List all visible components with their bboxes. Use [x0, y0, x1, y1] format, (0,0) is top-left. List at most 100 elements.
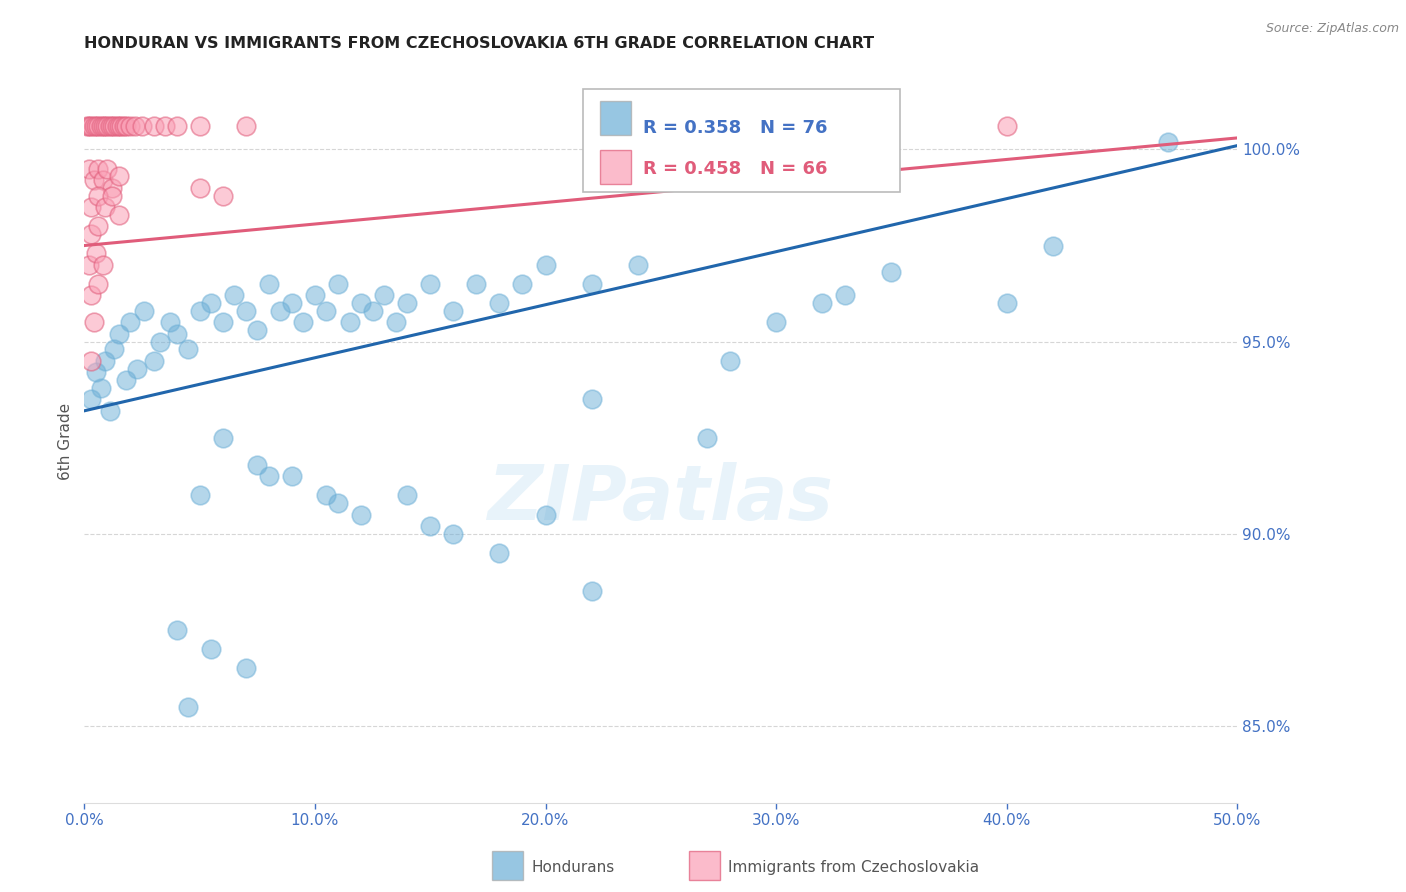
Point [200, 642, 222, 657]
Point [115, 373, 138, 387]
Point [108, 169, 131, 184]
Point [112, 120, 135, 134]
Point [94, 120, 117, 134]
Point [77, 120, 100, 134]
Text: R = 0.458   N = 66: R = 0.458 N = 66 [643, 161, 827, 178]
Point [257, 469, 280, 483]
Point [153, 120, 176, 134]
Point [108, 326, 131, 341]
Point [361, 304, 384, 318]
Text: Hondurans: Hondurans [531, 860, 614, 874]
Point [326, 277, 349, 291]
Point [134, 304, 156, 318]
Point [89, 381, 111, 395]
Y-axis label: 6th Grade: 6th Grade [58, 403, 73, 480]
Point [80, 227, 103, 241]
Point [350, 508, 373, 522]
Point [326, 496, 349, 510]
Point [339, 315, 361, 329]
Point [257, 277, 280, 291]
Point [384, 315, 406, 329]
Point [246, 323, 269, 337]
Point [581, 392, 603, 407]
Point [101, 188, 124, 202]
Point [488, 296, 510, 310]
Point [84, 365, 107, 379]
Point [87, 188, 110, 202]
Point [1157, 135, 1180, 149]
Point [235, 304, 257, 318]
Point [149, 334, 172, 349]
Point [105, 120, 128, 134]
Point [142, 120, 165, 134]
Point [84, 120, 107, 134]
Point [396, 296, 419, 310]
Point [131, 120, 153, 134]
Point [811, 296, 834, 310]
Point [87, 120, 110, 134]
Point [581, 584, 603, 599]
Point [103, 343, 125, 357]
Point [166, 120, 188, 134]
Point [315, 304, 337, 318]
Point [211, 431, 233, 445]
Point [200, 296, 222, 310]
Point [120, 120, 142, 134]
Point [534, 508, 557, 522]
Point [80, 200, 103, 214]
Point [465, 277, 488, 291]
Point [834, 288, 856, 302]
Point [80, 120, 103, 134]
Point [76, 120, 98, 134]
Point [396, 488, 419, 502]
Point [1042, 238, 1064, 252]
Point [627, 258, 650, 272]
Point [880, 265, 903, 279]
Point [419, 277, 441, 291]
Point [84, 246, 107, 260]
Point [142, 354, 165, 368]
Point [166, 326, 188, 341]
Point [80, 354, 103, 368]
Point [91, 120, 114, 134]
Point [488, 546, 510, 560]
Point [350, 296, 373, 310]
Point [292, 315, 315, 329]
Point [235, 661, 257, 675]
Point [373, 288, 395, 302]
Point [94, 354, 117, 368]
Point [188, 181, 211, 195]
Point [94, 200, 117, 214]
Point [224, 288, 246, 302]
Point [281, 469, 304, 483]
Point [77, 258, 100, 272]
Point [101, 120, 124, 134]
Text: Immigrants from Czechoslovakia: Immigrants from Czechoslovakia [728, 860, 980, 874]
Point [718, 354, 741, 368]
Point [281, 296, 304, 310]
Point [108, 120, 131, 134]
Text: Source: ZipAtlas.com: Source: ZipAtlas.com [1265, 22, 1399, 36]
Point [188, 120, 211, 134]
Point [96, 120, 118, 134]
Point [159, 315, 181, 329]
Point [534, 258, 557, 272]
Point [83, 120, 105, 134]
Point [110, 120, 132, 134]
Point [177, 699, 200, 714]
Text: R = 0.358   N = 76: R = 0.358 N = 76 [643, 120, 827, 137]
Point [108, 208, 131, 222]
Point [419, 519, 441, 533]
Point [269, 304, 291, 318]
Point [581, 277, 603, 291]
Point [91, 258, 114, 272]
Point [177, 343, 200, 357]
Point [188, 488, 211, 502]
Point [188, 304, 211, 318]
Point [98, 120, 121, 134]
Point [696, 431, 718, 445]
Point [127, 361, 149, 376]
Text: ZIPatlas: ZIPatlas [488, 462, 834, 536]
Point [87, 219, 110, 234]
Point [765, 315, 787, 329]
